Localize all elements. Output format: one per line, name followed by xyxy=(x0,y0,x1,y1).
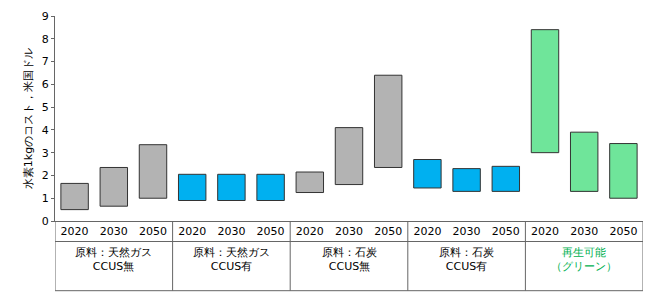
svg-text:再生可能（グリーン）: 再生可能（グリーン） xyxy=(551,246,617,273)
svg-text:2050: 2050 xyxy=(492,225,520,238)
svg-text:9: 9 xyxy=(42,10,49,23)
svg-text:原料：石炭CCUS有: 原料：石炭CCUS有 xyxy=(439,246,494,273)
svg-text:2030: 2030 xyxy=(217,225,245,238)
svg-text:2020: 2020 xyxy=(61,225,89,238)
svg-text:2020: 2020 xyxy=(296,225,324,238)
svg-text:2030: 2030 xyxy=(335,225,363,238)
svg-text:2050: 2050 xyxy=(374,225,402,238)
svg-text:原料：天然ガスCCUS無: 原料：天然ガスCCUS無 xyxy=(75,246,152,273)
svg-text:8: 8 xyxy=(42,33,49,46)
svg-text:1: 1 xyxy=(42,192,49,205)
svg-text:2020: 2020 xyxy=(178,225,206,238)
svg-text:7: 7 xyxy=(42,55,49,68)
svg-text:2050: 2050 xyxy=(257,225,285,238)
svg-text:原料：石炭CCUS無: 原料：石炭CCUS無 xyxy=(322,246,377,273)
svg-text:3: 3 xyxy=(42,147,49,160)
svg-text:水素1kgのコスト，米国ドル: 水素1kgのコスト，米国ドル xyxy=(22,48,35,189)
svg-text:2020: 2020 xyxy=(413,225,441,238)
svg-text:原料：天然ガスCCUS有: 原料：天然ガスCCUS有 xyxy=(193,246,270,273)
svg-text:5: 5 xyxy=(42,101,49,114)
svg-text:2050: 2050 xyxy=(139,225,167,238)
svg-text:2030: 2030 xyxy=(453,225,481,238)
svg-text:4: 4 xyxy=(42,124,49,137)
svg-text:0: 0 xyxy=(42,215,49,228)
svg-text:2020: 2020 xyxy=(531,225,559,238)
svg-text:6: 6 xyxy=(42,78,49,91)
svg-text:2030: 2030 xyxy=(100,225,128,238)
svg-text:2: 2 xyxy=(42,169,49,182)
svg-text:2030: 2030 xyxy=(570,225,598,238)
svg-text:2050: 2050 xyxy=(609,225,637,238)
